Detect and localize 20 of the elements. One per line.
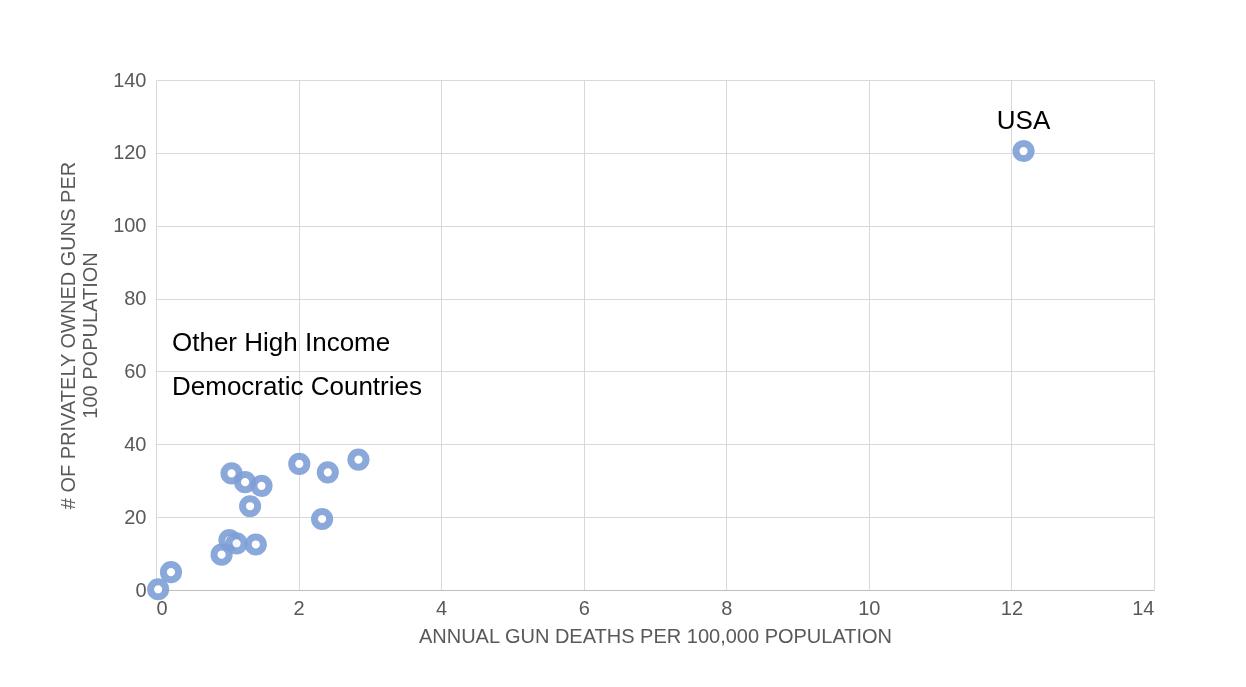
- y-tick-label: 120: [113, 141, 147, 164]
- y-tick-label: 40: [124, 432, 147, 455]
- x-tick-label: 0: [156, 596, 168, 619]
- y-tick-label: 20: [124, 505, 147, 528]
- annotation: Other High Income Democratic Countries: [172, 327, 422, 401]
- x-tick-label: 2: [293, 596, 305, 619]
- y-tick-label: 60: [124, 359, 147, 382]
- x-tick-label: 4: [436, 596, 448, 619]
- x-tick-label: 10: [858, 596, 881, 619]
- y-tick-label: 100: [113, 214, 147, 237]
- annotation: USA: [996, 105, 1051, 136]
- x-tick-label: 12: [1000, 596, 1024, 619]
- x-tick-label: 14: [1132, 596, 1155, 619]
- y-tick-label: 140: [113, 68, 147, 91]
- x-tick-label: 8: [721, 596, 733, 619]
- y-axis-title: # OF PRIVATELY OWNED GUNS PER 100 POPULATION: [57, 161, 102, 510]
- y-tick-label: 0: [135, 578, 147, 601]
- y-tick-label: 80: [124, 287, 147, 310]
- x-axis-title: ANNUAL GUN DEATHS PER 100,000 POPULATION: [418, 624, 893, 647]
- x-tick-label: 6: [578, 596, 590, 619]
